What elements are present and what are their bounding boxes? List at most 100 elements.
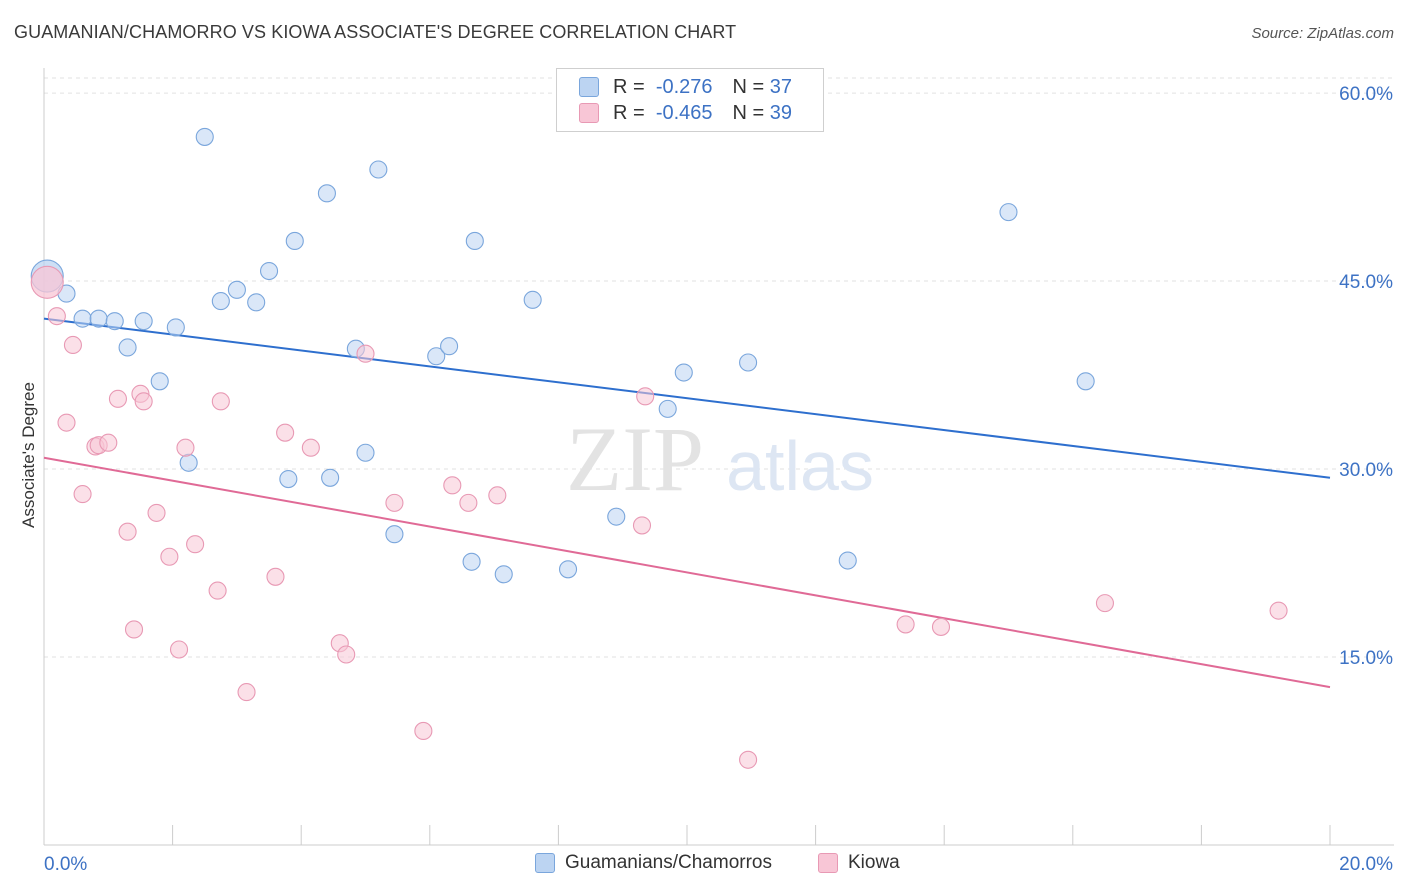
point-guamanian [999,203,1018,222]
point-kiowa [1095,594,1114,613]
legend-r-value-blue: -0.276 [655,75,713,98]
point-kiowa [208,581,227,600]
point-kiowa [99,433,118,452]
point-guamanian [674,363,693,382]
legend-label-kiowa: Kiowa [848,852,900,873]
legend-row-blue: R = -0.276 N = 37 [579,75,792,99]
point-guamanian [195,127,214,146]
point-kiowa [108,389,127,408]
source-label: Source: ZipAtlas.com [1251,25,1394,42]
point-kiowa [276,423,295,442]
point-kiowa [160,547,179,566]
point-kiowa [459,493,478,512]
legend-item-kiowa: Kiowa [818,852,900,874]
x-tick-label-min: 0.0% [44,854,87,875]
point-kiowa [632,516,652,535]
watermark: ZIP atlas [566,408,874,510]
point-guamanian [523,290,542,309]
chart-title: GUAMANIAN/CHAMORRO VS KIOWA ASSOCIATE'S … [14,22,737,42]
point-guamanian [247,293,266,312]
point-kiowa [211,392,230,411]
legend-label-guamanians: Guamanians/Chamorros [565,852,772,873]
point-guamanian [317,184,336,203]
legend-r-label: R = [613,101,645,124]
data-points [30,127,1288,769]
point-guamanian [211,292,230,311]
point-kiowa [301,438,320,457]
point-kiowa [414,721,433,741]
point-guamanian [73,309,92,328]
point-kiowa [636,387,655,406]
point-guamanian [227,280,246,299]
point-kiowa [739,750,758,769]
point-guamanian [179,453,198,472]
point-guamanian [369,160,388,179]
legend-r-value-pink: -0.465 [655,101,713,124]
point-guamanian [279,470,298,489]
point-kiowa [47,307,66,326]
point-kiowa [1269,601,1288,620]
point-guamanian [118,338,137,357]
point-guamanian [356,443,375,462]
stats-legend: R = -0.276 N = 37 R = -0.465 N = 39 [556,68,824,132]
point-kiowa [356,344,375,363]
y-tick-label: 60.0% [1339,84,1393,105]
y-tick-label: 15.0% [1339,648,1393,669]
trend-line-guamanian [43,317,1331,479]
point-guamanian [166,318,185,337]
point-guamanian [427,347,446,366]
point-guamanian [89,309,108,328]
legend-item-guamanians: Guamanians/Chamorros [535,852,772,874]
point-guamanian [150,372,169,391]
point-guamanian [658,399,677,418]
trend-lines [43,317,1331,689]
point-kiowa [186,535,205,554]
y-axis-label: Associate's Degree [19,382,38,528]
point-guamanian [440,337,459,356]
point-guamanian [739,353,758,372]
point-kiowa [134,392,153,411]
point-guamanian [105,312,124,331]
point-guamanian [1076,372,1095,391]
y-tick-label: 45.0% [1339,272,1393,293]
point-guamanian [462,552,481,571]
legend-n-label: N = [732,101,765,124]
legend-swatch-pink [579,103,599,123]
point-kiowa [488,486,507,505]
point-kiowa [73,485,92,504]
point-kiowa [337,645,356,664]
point-kiowa [169,640,189,659]
trend-line-kiowa [43,456,1331,689]
point-guamanian [558,560,578,579]
point-kiowa [237,683,256,702]
y-tick-label: 30.0% [1339,460,1393,481]
point-kiowa [443,476,462,495]
watermark-zip: ZIP [566,408,704,510]
point-guamanian [607,507,626,526]
point-kiowa [63,335,82,355]
legend-n-label: N = [732,75,765,98]
point-kiowa [266,567,285,586]
legend-r-label: R = [613,75,645,98]
point-kiowa [57,413,76,432]
point-kiowa [124,620,144,639]
point-guamanian [321,468,340,487]
point-kiowa [385,493,404,512]
point-kiowa [931,617,951,636]
point-guamanian [134,312,153,331]
point-guamanian [385,525,404,544]
point-guamanian [494,565,513,584]
legend-row-pink: R = -0.465 N = 39 [579,101,792,125]
point-kiowa [30,265,64,299]
point-kiowa [147,503,166,522]
legend-n-value-blue: 37 [769,75,793,98]
x-tick-label-max: 20.0% [1339,854,1393,875]
point-kiowa [896,615,915,634]
legend-swatch-blue [579,77,599,97]
grid-lines [44,77,1394,658]
axes [43,68,1394,846]
legend-swatch-guamanians [535,853,555,873]
legend-swatch-kiowa [818,853,838,873]
point-guamanian [838,551,857,570]
